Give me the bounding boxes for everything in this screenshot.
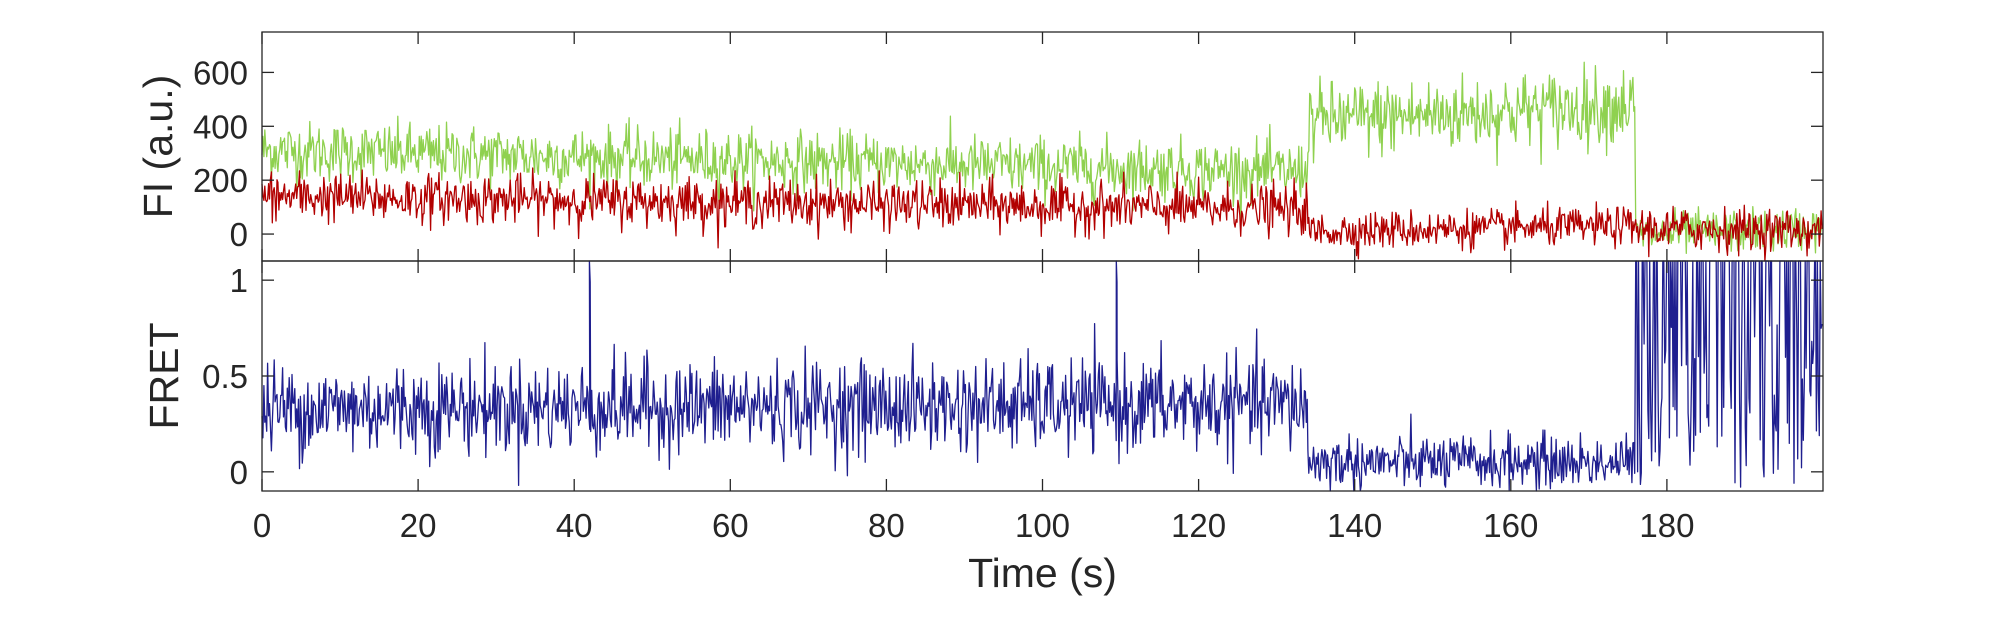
y-axis-label: FI (a.u.) xyxy=(135,75,181,219)
y-tick-label: 600 xyxy=(193,54,248,91)
x-tick-label: 0 xyxy=(253,507,271,544)
x-tick-label: 140 xyxy=(1327,507,1382,544)
x-tick-label: 120 xyxy=(1171,507,1226,544)
x-tick-label: 80 xyxy=(868,507,905,544)
y-tick-label: 0 xyxy=(230,454,248,491)
trace-series-2 xyxy=(261,167,1823,262)
panel-fret: 0 0.5 1 0 20 40 60 80 100 120 140 160 180 FRET Time (s… xyxy=(141,260,1824,596)
x-tick-label: 160 xyxy=(1483,507,1538,544)
x-tick-label: 60 xyxy=(712,507,749,544)
y-tick-label: 400 xyxy=(193,108,248,145)
y-tick-label: 1 xyxy=(230,262,248,299)
trace-series-1 xyxy=(261,61,1823,254)
y-tick-label: 0.5 xyxy=(202,358,248,395)
y-axis-label: FRET xyxy=(141,322,187,429)
x-tick-label: 40 xyxy=(556,507,593,544)
x-tick-label: 20 xyxy=(400,507,437,544)
panel-fluorescence: 0 200 400 600 FI (a.u.) xyxy=(135,31,1824,262)
y-tick-label: 200 xyxy=(193,162,248,199)
y-tick-label: 0 xyxy=(230,216,248,253)
x-axis-label: Time (s) xyxy=(968,550,1117,596)
x-tick-label: 100 xyxy=(1015,507,1070,544)
x-tick-label: 180 xyxy=(1639,507,1694,544)
trace-series-1 xyxy=(261,260,1823,492)
